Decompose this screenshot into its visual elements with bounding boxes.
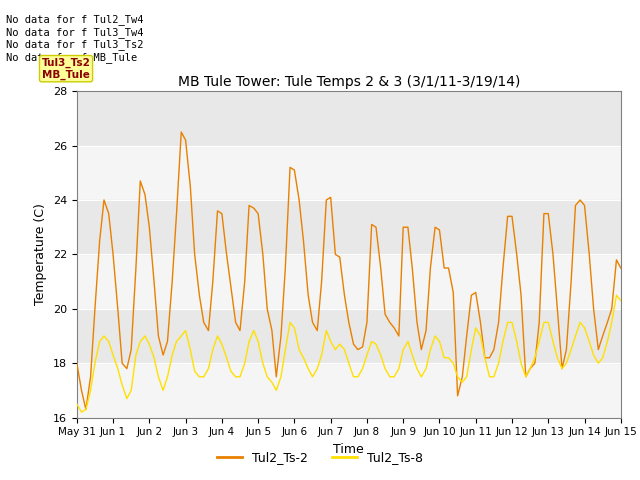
Y-axis label: Temperature (C): Temperature (C)	[35, 204, 47, 305]
Bar	[77, 200, 621, 254]
Text: Tul3_Ts2
MB_Tule: Tul3_Ts2 MB_Tule	[42, 58, 90, 80]
Bar	[77, 91, 621, 145]
Legend: Tul2_Ts-2, Tul2_Ts-8: Tul2_Ts-2, Tul2_Ts-8	[212, 446, 428, 469]
Title: MB Tule Tower: Tule Temps 2 & 3 (3/1/11-3/19/14): MB Tule Tower: Tule Temps 2 & 3 (3/1/11-…	[178, 75, 520, 89]
Text: No data for f Tul2_Tw4
No data for f Tul3_Tw4
No data for f Tul3_Ts2
No data for: No data for f Tul2_Tw4 No data for f Tul…	[6, 14, 144, 63]
X-axis label: Time: Time	[333, 443, 364, 456]
Bar	[77, 309, 621, 363]
